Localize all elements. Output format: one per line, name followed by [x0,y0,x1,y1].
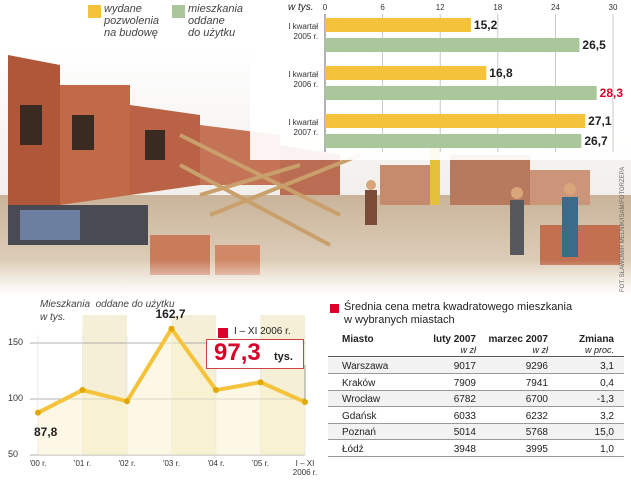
line-category-label: '04 r. [207,459,225,468]
table-row: Wrocław 6782 6700 -1,3 [328,391,624,407]
bar-value-label: 28,3 [599,86,624,100]
line-ytick-label: 100 [8,393,24,403]
callout-value: 97,3 [214,339,261,366]
header-feb: luty 2007 [433,334,476,345]
cell-change: 3,2 [600,410,614,422]
cell-feb: 6033 [453,410,476,422]
callout-value-frame [206,339,304,369]
cell-city: Poznań [342,427,376,438]
bar-value-label: 15,2 [473,18,498,32]
cell-feb: 3948 [453,443,476,455]
bar-permits [325,66,487,80]
header-city: Miasto [342,334,374,345]
line-point [257,379,264,386]
bar-tick-label: 30 [608,3,618,12]
bar-category-label: I kwartał 2005 r. [288,22,318,41]
line-chart-unit: w tys. [40,312,66,323]
cell-mar: 5768 [525,427,548,438]
table-header: Miasto luty 2007 w zł marzec 2007 w zł Z… [328,330,624,357]
callout-swatch [218,328,228,338]
line-category-label: '05 r. [251,459,270,468]
legend-swatch-permits [88,5,101,18]
header-mar-unit: w zł [532,345,549,355]
line-category-label: '01 r. [73,459,92,468]
photo-credit: FOT. SŁAWOMIR MELNIK/ISAM/FOTORZEPA [620,166,626,292]
bar-tick-label: 24 [550,3,560,12]
bar-value-label: 26,5 [582,38,606,52]
legend-label-permits: wydane pozwolenia na budowę [104,3,160,39]
bar-tick-label: 12 [435,3,445,12]
header-feb-unit: w zł [460,345,477,355]
bar-tick-label: 6 [380,3,385,12]
bar-value-label: 26,7 [584,134,608,148]
legend-swatch-completed [172,5,185,18]
header-mar: marzec 2007 [488,334,549,345]
cell-mar: 9296 [525,361,548,372]
line-area [38,328,305,455]
header-change: Zmiana [578,334,614,345]
table-title: Średnia cena metra kwadratowego mieszkan… [344,301,573,326]
table-row: Kraków 7909 7941 0,4 [328,374,624,391]
bar-tick-label: 18 [493,3,503,12]
cell-mar: 7941 [525,377,548,389]
cell-city: Łódź [342,443,364,455]
legend-label-completed: mieszkania oddane do użytku [188,3,244,39]
cell-change: 15,0 [594,427,614,438]
line-chart-svg [30,315,308,456]
bar-permits [325,114,586,128]
line-chart: Mieszkania oddane do użytku w tys. 50 100… [0,295,320,480]
line-ytick-label: 150 [8,337,24,347]
bar-completed [325,86,597,100]
cell-change: 1,0 [600,443,614,455]
cell-feb: 6782 [453,394,476,405]
callout-unit: tys. [274,351,293,363]
line-value-label: 162,7 [155,306,186,321]
table-row: Gdańsk 6033 6232 3,2 [328,407,624,424]
bar-completed [325,134,582,148]
line-point [124,398,130,405]
line-value-label: 87,8 [34,424,58,439]
cell-change: -1,3 [596,394,614,405]
cell-city: Kraków [342,377,376,389]
cell-city: Wrocław [342,394,381,405]
bar-category-label: I kwartał 2006 r. [288,70,318,89]
cell-change: 3,1 [600,361,614,372]
cell-feb: 7909 [453,377,476,389]
bar-value-label: 27,1 [588,114,612,128]
bar-chart: w tys. 0 6 12 18 24 30 I kwartał 2005 r. 15,2 26,… [0,0,631,160]
line-point [213,387,219,394]
header-change-unit: w proc. [584,345,614,355]
cell-city: Gdańsk [342,410,377,422]
bar-permits [325,18,471,32]
table-title-swatch [330,304,339,313]
table-row: Poznań 5014 5768 15,0 [328,424,624,440]
cell-mar: 6700 [525,394,548,405]
line-point [302,399,308,406]
cell-mar: 3995 [525,443,548,455]
line-ytick-label: 50 [8,449,19,459]
bar-category-label: I kwartał 2007 r. [288,118,318,137]
line-category-label: I – XI 2006 r. [292,459,318,477]
line-category-label: '03 r. [162,459,181,468]
bar-chart-unit: w tys. [288,2,314,13]
bar-completed [325,38,580,52]
cell-feb: 5014 [453,427,476,438]
cell-change: 0,4 [600,377,614,389]
bar-chart-svg [324,14,614,152]
bar-tick-label: 0 [322,3,328,12]
line-category-label: '02 r. [118,459,136,468]
table-row: Warszawa 9017 9296 3,1 [328,358,624,374]
bar-value-label: 16,8 [489,66,513,80]
callout-label: I – XI 2006 r. [234,326,291,337]
line-point [168,325,175,332]
line-point [35,409,41,416]
table-row: Łódź 3948 3995 1,0 [328,440,624,457]
line-chart-title: Mieszkania oddane do użytku [40,299,175,310]
line-point [79,387,86,394]
line-category-label: '00 r. [29,459,47,468]
cell-feb: 9017 [453,361,476,372]
cell-mar: 6232 [525,410,548,422]
cell-city: Warszawa [342,361,389,372]
